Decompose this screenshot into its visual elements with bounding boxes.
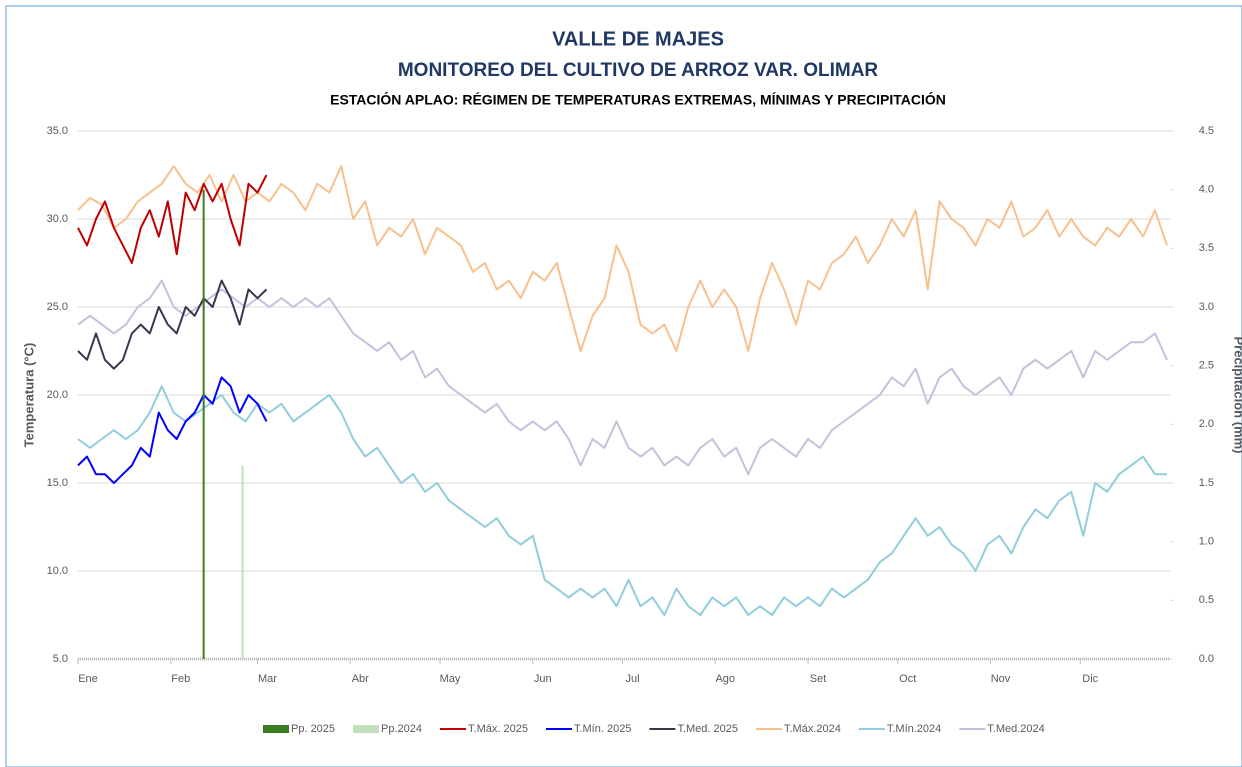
- line: [77, 279, 1168, 476]
- y-tick-label: 25.0: [47, 301, 68, 313]
- y2-tick-label: 4.5: [1199, 125, 1214, 137]
- legend-label: Pp.2024: [381, 723, 422, 735]
- y2-axis-title: Precipitación (mm): [1232, 336, 1242, 453]
- x-tick-label: Nov: [991, 673, 1011, 685]
- y2-tick-label: 3.5: [1199, 242, 1214, 254]
- line: [77, 174, 268, 264]
- legend-label: T.Med. 2025: [677, 723, 738, 735]
- y-tick-label: 10.0: [47, 565, 68, 577]
- x-tick-label: May: [440, 673, 461, 685]
- line: [77, 376, 268, 484]
- line: [77, 165, 1168, 352]
- bar: [202, 189, 205, 659]
- y2-tick-label: 1.5: [1199, 477, 1214, 489]
- x-tick-label: Jul: [625, 673, 639, 685]
- legend: Pp. 2025 Pp.2024 T.Máx. 2025 T.Mín. 2025 T.M…: [263, 723, 1045, 735]
- y2-tick-label: 0.5: [1199, 594, 1214, 606]
- x-tick-label: Feb: [171, 673, 190, 685]
- x-tick-label: Ago: [715, 673, 735, 685]
- chart-title: VALLE DE MAJES: [552, 28, 724, 50]
- legend-label: T.Mín. 2025: [574, 723, 631, 735]
- x-tick-label: Jun: [534, 673, 552, 685]
- x-tick-label: Oct: [899, 673, 916, 685]
- x-tick-label: Ene: [78, 673, 98, 685]
- x-tick-label: Dic: [1082, 673, 1098, 685]
- y-tick-label: 30.0: [47, 213, 68, 225]
- y-tick-label: 5.0: [53, 653, 68, 665]
- y2-tick-label: 1.0: [1199, 536, 1214, 548]
- chart-frame: [5, 5, 1242, 767]
- y2-tick-label: 2.5: [1199, 360, 1214, 372]
- bar: [241, 465, 244, 659]
- legend-swatch: [353, 725, 380, 733]
- legend-swatch: [263, 725, 289, 733]
- legend-label: T.Máx. 2025: [468, 723, 528, 735]
- line: [77, 385, 1167, 616]
- chart-caption: ESTACIÓN APLAO: RÉGIMEN DE TEMPERATURAS …: [330, 91, 946, 108]
- legend-label: T.Máx.2024: [784, 723, 841, 735]
- legend-label: T.Mín.2024: [887, 723, 941, 735]
- y-tick-label: 15.0: [47, 477, 68, 489]
- y-tick-label: 35.0: [47, 125, 68, 137]
- y2-tick-label: 4.0: [1199, 184, 1214, 196]
- x-tick-label: Mar: [258, 673, 277, 685]
- chart-subtitle: MONITOREO DEL CULTIVO DE ARROZ VAR. OLIM…: [398, 60, 879, 81]
- y-tick-label: 20.0: [47, 389, 68, 401]
- y2-tick-label: 0.0: [1199, 653, 1214, 665]
- y-axis-title: Temperatura (°C): [21, 343, 36, 448]
- y2-tick-label: 3.0: [1199, 301, 1214, 313]
- x-tick-label: Set: [810, 673, 827, 685]
- legend-label: Pp. 2025: [291, 723, 335, 735]
- y2-tick-label: 2.0: [1199, 418, 1214, 430]
- x-tick-label: Abr: [352, 673, 369, 685]
- line: [77, 279, 268, 370]
- legend-label: T.Med.2024: [987, 723, 1044, 735]
